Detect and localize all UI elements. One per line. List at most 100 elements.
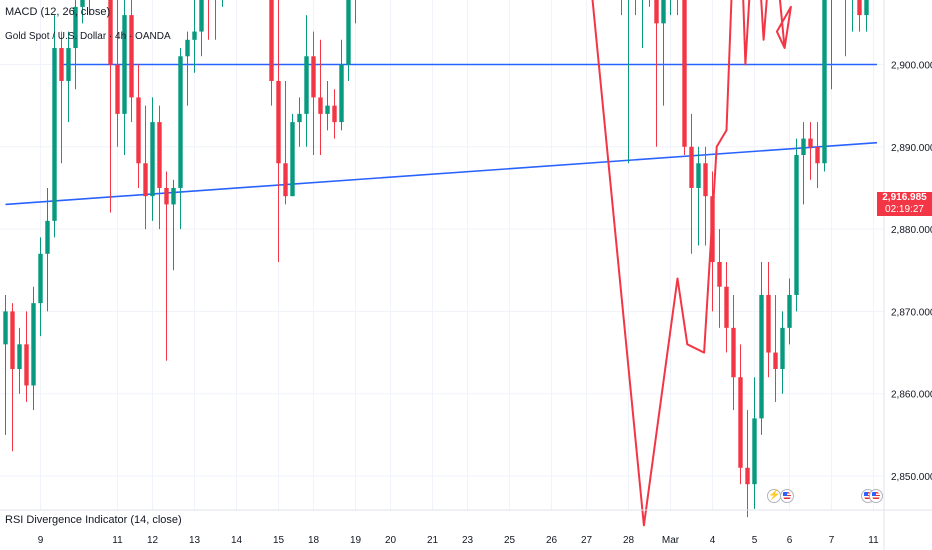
- candle: [731, 294, 736, 411]
- candle: [339, 39, 344, 131]
- candle: [318, 39, 323, 156]
- candle: [276, 0, 281, 263]
- chart-title: Gold Spot / U.S. Dollar · 4h · OANDA: [5, 31, 171, 42]
- pattern-drawing: [590, 0, 792, 527]
- candle: [628, 0, 629, 164]
- candle-body: [45, 220, 50, 254]
- candle-body: [129, 15, 134, 98]
- candle: [759, 262, 764, 435]
- candle-body: [31, 303, 36, 386]
- candle: [150, 97, 155, 221]
- time-tick-label: 21: [427, 535, 439, 546]
- candle: [787, 278, 792, 345]
- candle-body: [857, 0, 862, 16]
- time-tick-label: 25: [504, 535, 516, 546]
- candle: [66, 31, 71, 123]
- candle-body: [325, 105, 330, 114]
- candle: [752, 377, 757, 509]
- rsi-indicator-label[interactable]: RSI Divergence Indicator (14, close): [5, 514, 182, 526]
- wave-pattern-path[interactable]: [590, 0, 792, 527]
- candle-body: [290, 122, 295, 197]
- candle: [208, 0, 209, 40]
- candle-body: [143, 163, 148, 197]
- candle-body: [696, 163, 701, 188]
- candle-body: [864, 0, 869, 16]
- candle-body: [311, 56, 316, 98]
- candle: [717, 229, 722, 328]
- time-tick-label: 7: [829, 535, 835, 546]
- us-flag-event-icon[interactable]: [780, 489, 794, 503]
- candle: [215, 0, 216, 40]
- candle-body: [332, 105, 337, 123]
- time-tick-label: 23: [462, 535, 474, 546]
- price-tick-label: 2,900.000: [891, 61, 932, 72]
- time-tick-label: 14: [231, 535, 243, 546]
- candle: [269, 0, 274, 106]
- candle-body: [199, 0, 204, 32]
- candle: [52, 15, 57, 238]
- time-tick-label: 18: [308, 535, 320, 546]
- candle-body: [689, 146, 694, 188]
- candle-body: [3, 311, 8, 345]
- candle-body: [703, 163, 708, 197]
- candle: [696, 146, 701, 246]
- time-tick-label: Mar: [662, 535, 680, 546]
- candle: [852, 0, 853, 32]
- candle: [857, 0, 862, 32]
- us-flag-event-icon[interactable]: [869, 489, 883, 503]
- candle-body: [731, 327, 736, 378]
- time-tick-label: 4: [710, 535, 716, 546]
- candle-body: [808, 138, 813, 147]
- candle: [122, 0, 127, 156]
- candle-body: [745, 467, 750, 485]
- candle: [136, 64, 141, 188]
- candle-body: [269, 0, 274, 81]
- macd-indicator-label[interactable]: MACD (12, 26, close): [5, 6, 111, 18]
- candle: [178, 48, 183, 230]
- candle-body: [66, 48, 71, 81]
- candle: [346, 0, 351, 81]
- lightning-icon[interactable]: ⚡: [767, 489, 781, 503]
- candle-body: [276, 80, 281, 164]
- candle-body: [766, 294, 771, 353]
- candle: [17, 327, 22, 394]
- candle-body: [164, 187, 169, 205]
- candle-body: [773, 352, 778, 370]
- candle: [682, 0, 687, 156]
- candle-body: [752, 418, 757, 485]
- time-tick-label: 27: [581, 535, 593, 546]
- candle: [831, 0, 832, 90]
- time-tick-label: 6: [787, 535, 793, 546]
- candle: [10, 303, 15, 452]
- candle: [332, 89, 337, 139]
- time-tick-label: 11: [868, 535, 879, 546]
- candle-body: [794, 155, 799, 295]
- candle: [766, 262, 771, 378]
- time-tick-label: 12: [147, 535, 159, 546]
- candle-body: [80, 0, 85, 7]
- candle-body: [192, 31, 197, 40]
- candle: [845, 0, 846, 57]
- candle: [822, 0, 827, 172]
- candle: [192, 0, 197, 73]
- candle-body: [38, 253, 43, 304]
- candle: [654, 0, 659, 147]
- candle: [355, 0, 356, 24]
- candle-body: [318, 97, 323, 114]
- candle: [59, 31, 64, 164]
- candle: [304, 15, 309, 147]
- candle: [199, 0, 204, 57]
- candle-body: [108, 0, 113, 65]
- candle-body: [339, 64, 344, 123]
- candle: [745, 410, 750, 518]
- candle-body: [801, 138, 806, 156]
- candle: [815, 122, 820, 188]
- candle-body: [178, 56, 183, 188]
- candle: [808, 122, 813, 180]
- candle: [724, 262, 729, 353]
- candle: [801, 122, 806, 205]
- candle: [129, 0, 134, 123]
- candle-body: [24, 344, 29, 386]
- candle: [297, 97, 302, 147]
